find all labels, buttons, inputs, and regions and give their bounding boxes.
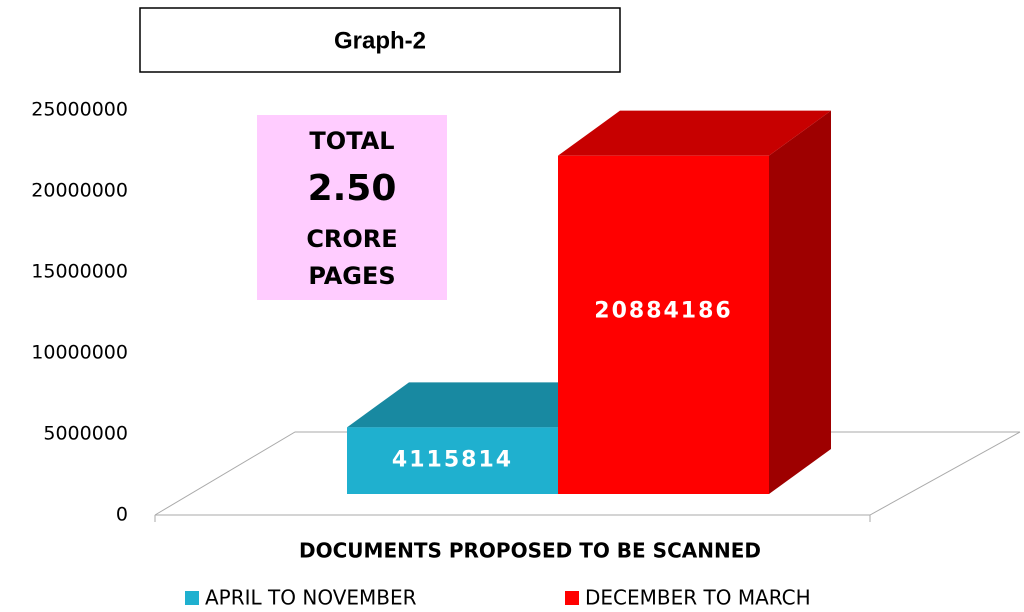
title-box: [139, 7, 621, 73]
data-label: 20884186: [594, 299, 732, 324]
legend-label: DECEMBER TO MARCH: [585, 586, 811, 610]
y-tick-label: 20000000: [31, 180, 128, 202]
legend-label: APRIL TO NOVEMBER: [205, 586, 417, 610]
bar-top: [347, 382, 620, 428]
annotation-line: TOTAL: [309, 127, 394, 155]
legend-swatch: [185, 591, 199, 605]
bar-top: [558, 110, 831, 156]
y-tick-label: 25000000: [31, 99, 128, 121]
y-tick-label: 10000000: [31, 342, 128, 364]
annotation-line: CRORE: [306, 225, 397, 253]
bar: [558, 155, 769, 494]
annotation-line: 2.50: [308, 168, 397, 209]
annotation-box: [257, 115, 447, 300]
chart-title: Graph-2: [334, 27, 426, 54]
y-tick-label: 5000000: [43, 423, 128, 445]
annotation-line: PAGES: [308, 262, 395, 290]
data-label: 4115814: [392, 448, 513, 473]
bar-side: [769, 110, 831, 495]
y-tick-label: 0: [116, 504, 128, 526]
legend-swatch: [565, 591, 579, 605]
bar: [347, 427, 558, 494]
y-tick-label: 15000000: [31, 261, 128, 283]
x-axis-label: DOCUMENTS PROPOSED TO BE SCANNED: [299, 539, 761, 563]
